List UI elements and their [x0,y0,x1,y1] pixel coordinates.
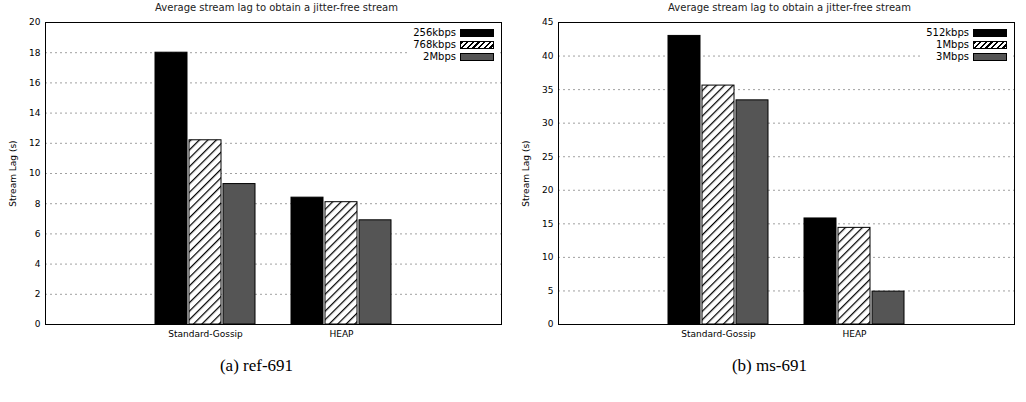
svg-text:45: 45 [542,17,553,27]
svg-text:Standard-Gossip: Standard-Gossip [168,329,243,339]
html-text:2Mbps: 2Mbps [423,51,456,62]
html-text:256kbps: 256kbps [413,27,456,38]
svg-text:35: 35 [542,84,553,94]
svg-text:Stream Lag (s): Stream Lag (s) [521,140,531,206]
svg-text:20: 20 [29,17,41,27]
svg-text:5: 5 [548,286,554,296]
svg-text:40: 40 [542,51,554,61]
svg-text:8: 8 [35,199,41,209]
svg-text:20: 20 [542,185,554,195]
svg-text:30: 30 [542,118,554,128]
html-text:1Mbps: 1Mbps [936,39,969,50]
svg-text:HEAP: HEAP [842,329,867,339]
svg-text:14: 14 [29,108,41,118]
svg-text:2: 2 [35,289,41,299]
html-text:3Mbps: 3Mbps [936,51,969,62]
svg-text:4: 4 [35,259,41,269]
svg-text:10: 10 [29,168,41,178]
html-text:(a) ref-691: (a) ref-691 [219,356,294,375]
svg-text:Standard-Gossip: Standard-Gossip [681,329,756,339]
html-text:512kbps: 512kbps [926,27,969,38]
html-text:Average stream lag to obtain a: Average stream lag to obtain a jitter-fr… [155,2,398,13]
html-text:(b) ms-691: (b) ms-691 [732,356,807,375]
svg-text:25: 25 [542,152,553,162]
html-text:Average stream lag to obtain a: Average stream lag to obtain a jitter-fr… [668,2,911,13]
svg-text:16: 16 [29,78,41,88]
html-text:768kbps: 768kbps [413,39,456,50]
svg-text:0: 0 [548,319,554,329]
svg-text:Stream Lag (s): Stream Lag (s) [8,140,18,206]
svg-text:0: 0 [35,319,41,329]
svg-text:15: 15 [542,219,553,229]
svg-text:18: 18 [29,48,41,58]
svg-text:HEAP: HEAP [329,329,354,339]
svg-text:10: 10 [542,252,554,262]
svg-text:6: 6 [35,229,41,239]
svg-text:12: 12 [29,138,40,148]
